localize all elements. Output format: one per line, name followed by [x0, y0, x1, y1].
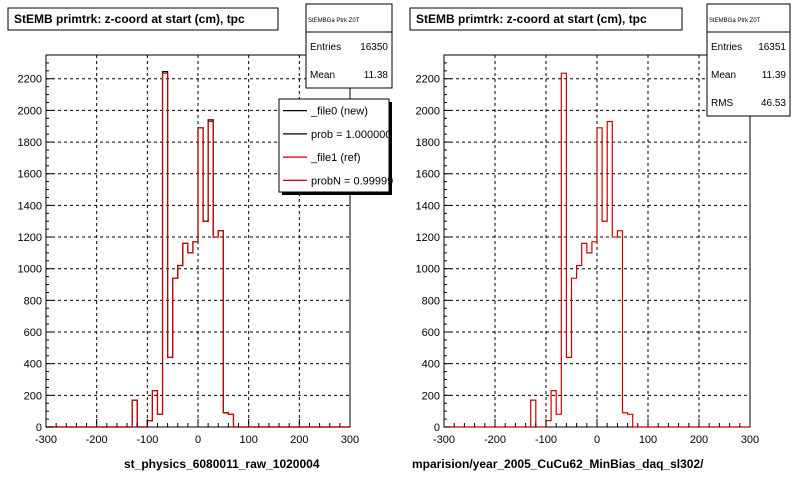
- x-tick-label: 200: [690, 434, 708, 446]
- x-tick-label: 300: [741, 434, 759, 446]
- chart-title: StEMB primtrk: z-coord at start (cm), tp…: [14, 12, 245, 26]
- stats-box-tag: StEMBGa Ptrk Z0T: [308, 18, 360, 24]
- y-tick-label: 600: [422, 327, 440, 339]
- y-tick-label: 1800: [18, 137, 42, 149]
- stats-value: 11.38: [364, 70, 389, 81]
- x-tick-label: 100: [639, 434, 657, 446]
- x-tick-label: 200: [290, 434, 308, 446]
- legend-box: [278, 98, 390, 193]
- y-tick-label: 2200: [416, 74, 440, 86]
- stats-value: 16350: [360, 42, 388, 53]
- footer-right-label: mparision/year_2005_CuCu62_MinBias_daq_s…: [412, 457, 704, 471]
- legend-label: prob = 1.000000: [311, 129, 391, 141]
- y-tick-label: 1600: [416, 169, 440, 181]
- y-tick-label: 600: [24, 327, 42, 339]
- x-tick-label: -200: [86, 434, 108, 446]
- legend-label: _file0 (new): [310, 106, 368, 118]
- footer-left-label: st_physics_6080011_raw_1020004: [124, 457, 320, 471]
- x-tick-label: 300: [341, 434, 359, 446]
- stats-value: 11.39: [762, 70, 787, 81]
- y-tick-label: 200: [422, 390, 440, 402]
- y-tick-label: 2000: [416, 105, 440, 117]
- x-tick-label: -100: [136, 434, 158, 446]
- legend-label: probN = 0.99999: [311, 175, 393, 187]
- x-tick-label: -200: [484, 434, 506, 446]
- y-tick-label: 1000: [18, 264, 42, 276]
- stats-label: Mean: [310, 70, 335, 81]
- y-tick-label: 1400: [18, 200, 42, 212]
- histogram-series-file1-ref: [46, 72, 350, 428]
- y-tick-label: 1600: [18, 169, 42, 181]
- y-tick-label: 200: [24, 390, 42, 402]
- y-tick-label: 1000: [416, 264, 440, 276]
- y-tick-label: 2200: [18, 74, 42, 86]
- y-tick-label: 0: [434, 422, 440, 434]
- title-box: [409, 7, 683, 31]
- left-histogram-panel: 0200400600800100012001400160018002000220…: [7, 3, 393, 446]
- stats-label: RMS: [711, 98, 734, 109]
- stats-box: [706, 3, 791, 117]
- y-tick-label: 800: [422, 295, 440, 307]
- y-tick-label: 0: [36, 422, 42, 434]
- x-tick-label: -100: [535, 434, 557, 446]
- right-histogram-panel: 0200400600800100012001400160018002000220…: [409, 3, 791, 446]
- y-tick-label: 2000: [18, 105, 42, 117]
- stats-label: Entries: [310, 42, 341, 53]
- title-box: [7, 7, 279, 31]
- legend-label: _file1 (ref): [310, 152, 361, 164]
- y-tick-label: 400: [24, 359, 42, 371]
- x-tick-label: -300: [433, 434, 455, 446]
- x-tick-label: -300: [35, 434, 57, 446]
- y-tick-label: 1200: [416, 232, 440, 244]
- x-tick-label: 0: [594, 434, 600, 446]
- y-tick-label: 800: [24, 295, 42, 307]
- y-tick-label: 1200: [18, 232, 42, 244]
- x-tick-label: 100: [239, 434, 257, 446]
- stats-value: 46.53: [761, 98, 786, 109]
- histogram-series-file1-ref: [444, 72, 750, 428]
- stats-box: [305, 3, 393, 89]
- x-tick-label: 0: [195, 434, 201, 446]
- stats-label: Entries: [711, 42, 742, 53]
- y-tick-label: 1800: [416, 137, 440, 149]
- stats-box-tag: StEMBGa Ptrk Z0T: [709, 18, 761, 24]
- chart-title: StEMB primtrk: z-coord at start (cm), tp…: [416, 12, 647, 26]
- y-tick-label: 1400: [416, 200, 440, 212]
- y-tick-label: 400: [422, 359, 440, 371]
- stats-value: 16351: [758, 42, 786, 53]
- stats-label: Mean: [711, 70, 736, 81]
